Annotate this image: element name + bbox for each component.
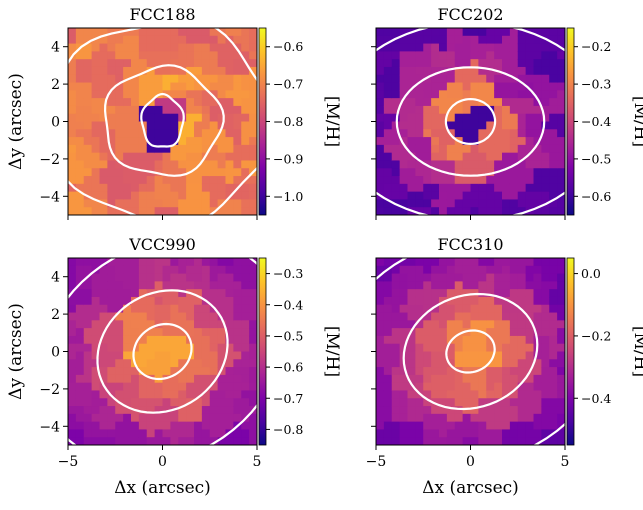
x-tick-label: −5 <box>366 454 387 470</box>
colorbar-tick-label: −0.2 <box>581 328 611 343</box>
colorbar-tick-label: −0.3 <box>273 266 303 281</box>
isophote-contour <box>444 97 497 146</box>
colorbar-tick-label: −0.7 <box>273 77 303 92</box>
colorbar <box>258 257 267 446</box>
y-tick-label: 0 <box>51 115 60 131</box>
isophote-contour <box>103 64 225 177</box>
panel-fcc188: FCC188 −4 −2 0 2 4 −0.6 −0.7 −0.8 −0.9 −1.0 [M/H] <box>39 5 342 220</box>
colorbar-tick-label: −0.8 <box>273 114 303 129</box>
panel-vcc990: VCC990 −5 0 5 Δx (arcsec) −4 −2 0 2 4 Δy (arcsec) −… <box>6 235 342 498</box>
shared-ylabel: Δy (arcsec) <box>6 73 26 170</box>
y-tick-label: 2 <box>51 77 60 93</box>
colorbar-tick-label: −0.5 <box>581 151 611 166</box>
colorbar-tick-label: −0.4 <box>581 391 611 406</box>
colorbar <box>566 27 575 216</box>
y-axis-label: Δy (arcsec) <box>6 303 26 400</box>
colorbar-tick-label: −0.6 <box>273 39 303 54</box>
y-tick-label: 4 <box>51 270 60 286</box>
y-tick-label: 0 <box>51 345 60 361</box>
isophote-contour <box>68 28 257 215</box>
colorbar-tick-label: −0.5 <box>273 328 303 343</box>
colorbar-tick-label: −0.6 <box>273 360 303 375</box>
colorbar <box>258 27 267 216</box>
isophote-contour <box>96 289 229 414</box>
y-tick-label: 4 <box>51 40 60 56</box>
metallicity-map <box>68 28 257 215</box>
y-tick-label: −4 <box>39 419 60 435</box>
colorbar-label: [M/H] <box>630 96 643 147</box>
colorbar-label: [M/H] <box>322 326 342 377</box>
colorbar-tick-label: −0.7 <box>273 391 303 406</box>
colorbar-tick-label: −0.4 <box>581 114 611 129</box>
isophote-contour <box>132 322 193 381</box>
colorbar-tick-label: −0.8 <box>273 422 303 437</box>
colorbar-label: [M/H] <box>630 326 643 377</box>
colorbar-label: [M/H] <box>322 96 342 147</box>
isophote-contour <box>376 28 565 215</box>
panel-title: VCC990 <box>128 235 196 254</box>
colorbar-tick-label: −0.6 <box>581 189 611 204</box>
isophote-contour <box>395 66 546 177</box>
colorbar-tick-label: −0.9 <box>273 151 303 166</box>
metallicity-map <box>68 258 257 445</box>
isophote-contour <box>445 329 496 374</box>
metallicity-map <box>376 258 565 445</box>
colorbar-tick-label: 0.0 <box>581 266 601 281</box>
x-tick-label: 5 <box>253 454 262 470</box>
y-tick-label: −2 <box>39 152 60 168</box>
isophote-contour <box>140 92 185 148</box>
colorbar-tick-label: −1.0 <box>273 189 303 204</box>
y-tick-label: −2 <box>39 382 60 398</box>
x-axis-label: Δx (arcsec) <box>114 478 211 498</box>
x-tick-label: 5 <box>561 454 570 470</box>
colorbar-tick-label: −0.4 <box>273 297 303 312</box>
x-tick-label: 0 <box>158 454 167 470</box>
x-tick-label: 0 <box>466 454 475 470</box>
x-axis-label: Δx (arcsec) <box>422 478 519 498</box>
panel-title: FCC188 <box>129 5 195 24</box>
panel-title: FCC310 <box>437 235 503 254</box>
x-tick-label: −5 <box>58 454 79 470</box>
y-tick-label: −4 <box>39 189 60 205</box>
colorbar-tick-label: −0.2 <box>581 39 611 54</box>
isophote-contour <box>402 292 539 411</box>
panel-fcc202: FCC202 −0.2 −0.3 −0.4 −0.5 −0.6 [M/H] <box>371 5 643 220</box>
colorbar-tick-label: −0.3 <box>581 77 611 92</box>
metallicity-map <box>376 28 565 215</box>
panel-fcc310: FCC310 −5 0 5 Δx (arcsec) 0.0 −0.2 −0.4 [M/H] <box>366 235 643 498</box>
y-tick-label: 2 <box>51 307 60 323</box>
panel-title: FCC202 <box>437 5 503 24</box>
colorbar <box>566 257 575 446</box>
